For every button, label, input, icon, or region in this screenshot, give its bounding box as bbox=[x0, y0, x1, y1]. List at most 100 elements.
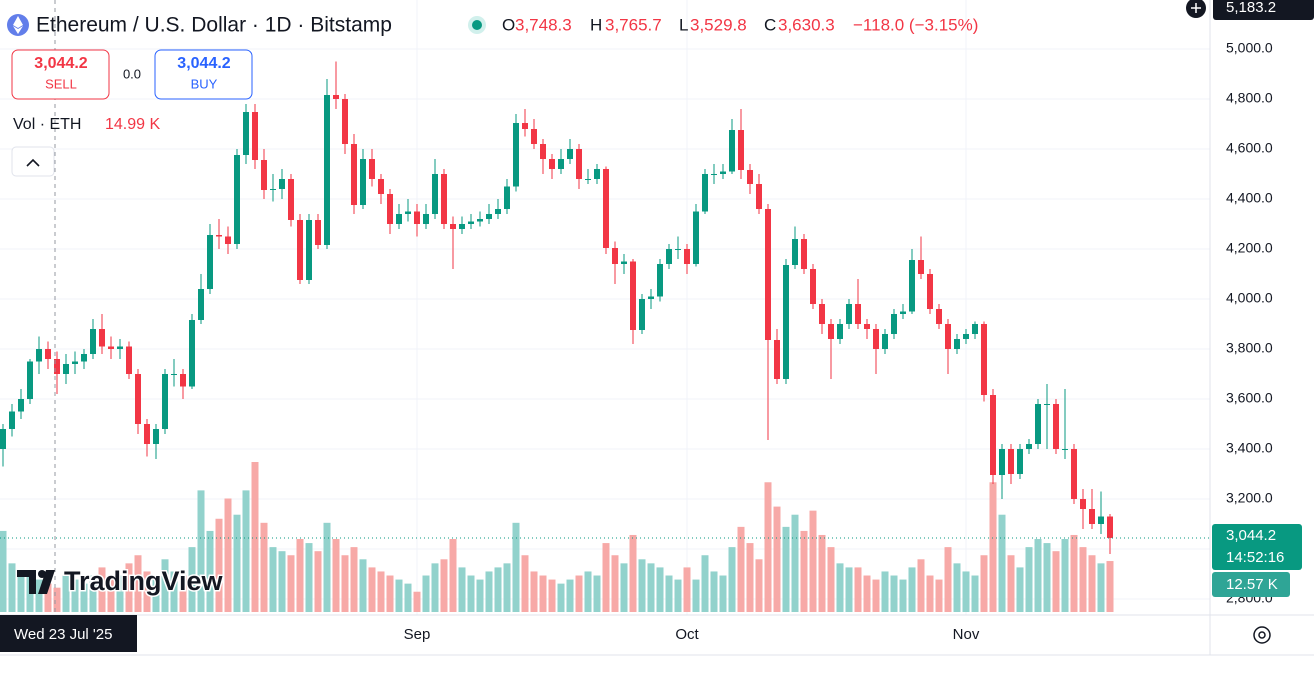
volume-bar bbox=[215, 518, 223, 612]
volume-bar bbox=[593, 575, 601, 612]
candle-body bbox=[801, 239, 807, 269]
candle-body bbox=[360, 159, 366, 205]
volume-value: 12.57 K bbox=[1226, 576, 1278, 593]
volume-bar bbox=[161, 559, 169, 612]
collapse-button[interactable] bbox=[11, 146, 55, 177]
volume-bar bbox=[530, 571, 538, 612]
price-countdown: 14:52:16 bbox=[1226, 549, 1284, 566]
volume-bar bbox=[485, 571, 493, 612]
volume-bar bbox=[377, 571, 385, 612]
candle-body bbox=[675, 249, 681, 250]
candle-body bbox=[234, 155, 240, 244]
volume-bar bbox=[1079, 547, 1087, 612]
candle-body bbox=[927, 274, 933, 309]
candle-body bbox=[324, 95, 330, 245]
volume-bar bbox=[620, 563, 628, 612]
volume-bar bbox=[584, 571, 592, 612]
add-glyph bbox=[1191, 3, 1201, 13]
candle-body bbox=[261, 160, 267, 190]
candle-body bbox=[981, 324, 987, 395]
candle-body bbox=[144, 424, 150, 444]
volume-bar bbox=[314, 551, 322, 612]
candle-body bbox=[837, 324, 843, 339]
volume-bar bbox=[989, 482, 997, 612]
candle-body bbox=[648, 296, 654, 299]
volume-bar bbox=[413, 591, 421, 612]
volume-bar bbox=[251, 462, 259, 612]
buy-price: 3,044.2 bbox=[177, 55, 230, 72]
candle-body bbox=[1107, 516, 1113, 538]
candle-body bbox=[873, 329, 879, 349]
candle-body bbox=[72, 361, 78, 364]
candle-body bbox=[1098, 516, 1104, 524]
candle-body bbox=[639, 299, 645, 330]
settings-icon[interactable] bbox=[1253, 626, 1271, 644]
volume-bar bbox=[665, 575, 673, 612]
spread: 0.0 bbox=[123, 66, 141, 81]
volume-bar bbox=[296, 539, 304, 612]
candle-body bbox=[531, 129, 537, 144]
volume-bar bbox=[98, 567, 106, 612]
volume-bar bbox=[611, 555, 619, 612]
candle-body bbox=[792, 239, 798, 265]
volume-bar bbox=[728, 547, 736, 612]
y-tick-label: 4,000.0 bbox=[1226, 290, 1273, 306]
candle-body bbox=[27, 361, 33, 399]
candle-body bbox=[216, 235, 222, 237]
volume-bar bbox=[791, 514, 799, 612]
candle-body bbox=[369, 159, 375, 179]
candle-body bbox=[810, 269, 816, 304]
volume-bar bbox=[872, 579, 880, 612]
volume-bar bbox=[125, 563, 133, 612]
volume-bar bbox=[386, 575, 394, 612]
candle-body bbox=[477, 219, 483, 222]
volume-bar bbox=[647, 563, 655, 612]
candle-body bbox=[828, 324, 834, 339]
sell-button[interactable] bbox=[11, 49, 110, 100]
candle-body bbox=[171, 374, 177, 375]
volume-bar bbox=[206, 530, 214, 612]
volume-bar bbox=[350, 547, 358, 612]
candle-body bbox=[1089, 509, 1095, 524]
candle-body bbox=[45, 349, 51, 359]
candle-body bbox=[990, 395, 996, 475]
candle-body bbox=[684, 249, 690, 264]
candle-body bbox=[486, 214, 492, 219]
candle-body bbox=[576, 149, 582, 179]
candle-body bbox=[342, 99, 348, 144]
volume-bar bbox=[53, 587, 61, 612]
volume-bar bbox=[629, 534, 637, 612]
candle-body bbox=[909, 260, 915, 312]
volume-bar bbox=[134, 555, 142, 612]
volume-bar bbox=[323, 522, 331, 612]
sell-price: 3,044.2 bbox=[34, 55, 87, 72]
volume-bar bbox=[800, 530, 808, 612]
candle-body bbox=[891, 314, 897, 334]
candle-body bbox=[108, 346, 114, 349]
y-tick-label: 4,600.0 bbox=[1226, 140, 1273, 156]
logo-dot bbox=[38, 570, 46, 578]
candle-body bbox=[450, 224, 456, 229]
volume-bar bbox=[71, 579, 79, 612]
candle-body bbox=[279, 179, 285, 189]
candle-body bbox=[945, 324, 951, 349]
volume-bar bbox=[341, 555, 349, 612]
ohlc-value: 3,748.3 bbox=[515, 15, 572, 34]
y-tick-label: 3,600.0 bbox=[1226, 390, 1273, 406]
volume-bar bbox=[935, 579, 943, 612]
candle-body bbox=[657, 264, 663, 297]
volume-bar bbox=[908, 567, 916, 612]
volume-bar bbox=[152, 575, 160, 612]
candle-body bbox=[765, 209, 771, 340]
candle-body bbox=[594, 169, 600, 179]
candle-body bbox=[135, 374, 141, 424]
price-value: 3,044.2 bbox=[1226, 527, 1276, 544]
candle-body bbox=[882, 334, 888, 349]
volume-bar bbox=[818, 534, 826, 612]
buy-button[interactable] bbox=[154, 49, 253, 100]
volume-bar bbox=[962, 571, 970, 612]
candle-body bbox=[900, 311, 906, 314]
candle-body bbox=[207, 235, 213, 289]
volume-bar bbox=[926, 575, 934, 612]
volume-bar bbox=[143, 571, 151, 612]
